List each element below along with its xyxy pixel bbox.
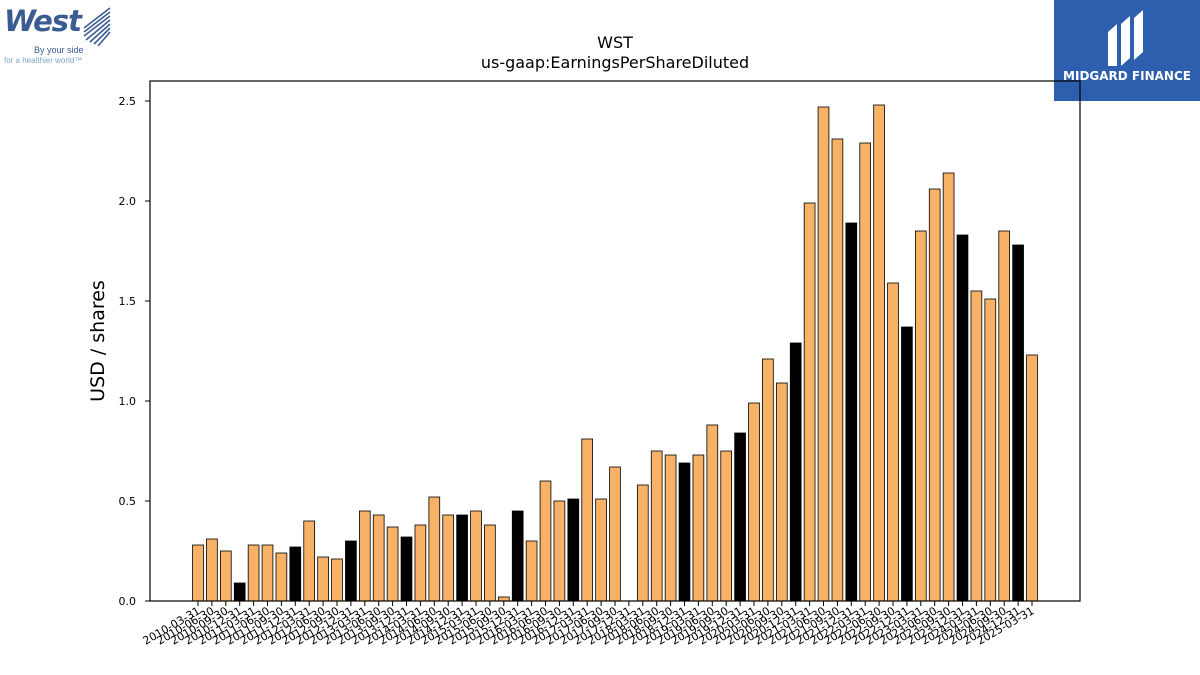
bar-2021-09-30 — [831, 138, 844, 602]
bar-2010-09-30 — [219, 550, 232, 602]
bar-2023-09-30 — [942, 172, 955, 602]
bar-2011-03-31 — [247, 544, 260, 602]
bar-2023-06-30 — [928, 188, 941, 602]
bar-2011-12-31 — [289, 546, 302, 602]
bar-2023-03-31 — [914, 230, 927, 602]
bar-2024-06-30 — [984, 298, 997, 602]
chart-title: WST — [597, 33, 633, 52]
bar-2011-09-30 — [275, 552, 288, 602]
bar-2021-12-31 — [845, 222, 858, 602]
bar-2016-12-31 — [567, 498, 580, 602]
bar-2010-03-31 — [192, 544, 204, 602]
bar-2012-09-30 — [331, 558, 343, 602]
bar-2024-03-31 — [970, 290, 983, 602]
bar-2010-06-30 — [206, 538, 218, 602]
bar-2020-09-30 — [775, 382, 788, 602]
y-tick-label: 0.0 — [119, 595, 137, 608]
bar-2018-03-31 — [636, 484, 649, 602]
bar-2019-03-31 — [692, 454, 705, 602]
bar-2024-12-31 — [1012, 244, 1024, 602]
bar-2025-03-31 — [1026, 354, 1038, 602]
bar-2014-12-31 — [456, 514, 468, 602]
bar-2018-12-31 — [678, 462, 691, 602]
y-tick-label: 0.5 — [119, 495, 137, 508]
bar-2022-03-31 — [859, 142, 872, 602]
bar-2020-03-31 — [748, 402, 760, 602]
midgard-finance-logo: MIDGARD FINANCE — [1054, 0, 1200, 101]
bar-2014-03-31 — [414, 524, 427, 602]
bar-2015-03-31 — [470, 510, 482, 602]
y-tick-label: 1.0 — [119, 395, 137, 408]
chart-subtitle: us-gaap:EarningsPerShareDiluted — [481, 53, 749, 72]
bar-2016-09-30 — [553, 500, 566, 602]
bar-2022-06-30 — [873, 104, 885, 602]
bar-2017-03-31 — [581, 438, 594, 602]
bar-2024-09-30 — [998, 230, 1011, 602]
bar-2019-09-30 — [720, 450, 733, 602]
y-tick-label: 2.5 — [119, 95, 137, 108]
bar-2016-06-30 — [539, 480, 552, 602]
y-tick-label: 2.0 — [119, 195, 137, 208]
y-axis-label: USD / shares — [87, 280, 109, 402]
west-logo-tagline: By your side — [34, 45, 84, 55]
bar-2012-03-31 — [303, 520, 316, 602]
bar-2020-06-30 — [762, 358, 774, 602]
bar-2012-12-31 — [345, 540, 357, 602]
bar-2019-12-31 — [734, 432, 746, 602]
bar-2014-06-30 — [428, 496, 441, 602]
bar-2016-03-31 — [525, 540, 538, 602]
bar-2010-12-31 — [233, 582, 246, 602]
bar-2019-06-30 — [706, 424, 719, 602]
bar-2013-06-30 — [372, 514, 385, 602]
west-logo-wordmark: West — [4, 4, 82, 38]
west-logo: West By your side for a healthier world™ — [4, 4, 116, 68]
bar-2013-09-30 — [386, 526, 399, 602]
bar-2023-12-31 — [956, 234, 969, 602]
midgard-emblem-icon — [1108, 10, 1143, 66]
bar-2014-09-30 — [442, 514, 455, 602]
bar-2021-06-30 — [817, 106, 830, 602]
bar-2018-06-30 — [650, 450, 663, 602]
bar-2018-09-30 — [664, 454, 677, 602]
bar-2015-06-30 — [484, 524, 496, 602]
west-logo-subtagline: for a healthier world™ — [4, 56, 83, 65]
bar-2017-06-30 — [595, 498, 607, 602]
bar-2013-03-31 — [358, 510, 371, 602]
bar-2015-12-31 — [511, 510, 524, 602]
bar-2012-06-30 — [317, 556, 329, 602]
bar-2021-03-31 — [803, 202, 816, 602]
bar-2022-09-30 — [887, 282, 899, 602]
bar-2017-09-30 — [609, 466, 621, 602]
midgard-finance-wordmark: MIDGARD FINANCE — [1063, 69, 1191, 83]
y-tick-label: 1.5 — [119, 295, 137, 308]
bar-2022-12-31 — [901, 326, 913, 602]
west-diamond-icon — [83, 7, 111, 47]
bar-2020-12-31 — [789, 342, 802, 602]
bar-2013-12-31 — [400, 536, 413, 602]
bar-2011-06-30 — [261, 544, 274, 602]
